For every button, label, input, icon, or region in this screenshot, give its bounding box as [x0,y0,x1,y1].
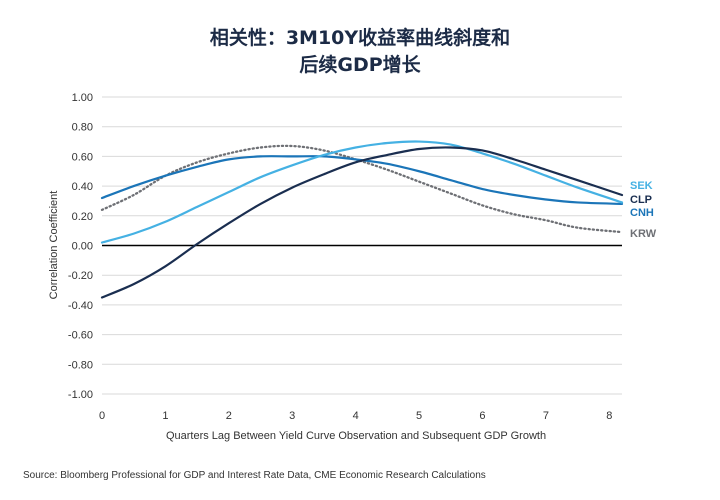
y-tick-label-0: 1.00 [72,92,93,104]
series-line-cnh [100,155,624,206]
y-tick-label-1: 0.80 [72,122,93,134]
y-tick-labels: 1.00 0.80 0.60 0.40 0.20 0.00 -0.20 -0.40 -0.60 -… [68,92,93,401]
x-axis-title: Quarters Lag Between Yield Curve Observa… [166,430,546,442]
x-tick-label-4: 4 [353,410,359,422]
grid [102,96,622,395]
series-lines [100,140,624,299]
chart-title-line-1: 相关性：3M10Y收益率曲线斜度和 [210,26,510,49]
x-tick-label-6: 6 [479,410,485,422]
chart-title-line-2: 后续GDP增长 [299,53,421,76]
series-label-clp: CLP [630,194,652,206]
x-tick-labels: 0 1 2 3 4 5 6 7 8 [99,410,612,422]
series-label-sek: SEK [630,180,653,192]
y-tick-label-9: -0.80 [68,359,93,371]
y-tick-label-8: -0.60 [68,330,93,342]
y-tick-label-4: 0.20 [72,211,93,223]
y-tick-label-3: 0.40 [72,181,93,193]
series-line-clp [100,146,624,299]
y-tick-label-10: -1.00 [68,389,93,401]
x-tick-label-0: 0 [99,410,105,422]
x-tick-label-3: 3 [289,410,295,422]
y-tick-label-2: 0.60 [72,151,93,163]
x-tick-label-5: 5 [416,410,422,422]
series-line-sek [100,140,624,244]
x-tick-label-2: 2 [226,410,232,422]
y-axis-title: Correlation Coefficient [48,191,60,300]
y-tick-label-6: -0.20 [68,270,93,282]
source-note: Source: Bloomberg Professional for GDP a… [23,470,486,481]
x-tick-label-1: 1 [162,410,168,422]
x-tick-label-7: 7 [543,410,549,422]
series-label-krw: KRW [630,228,657,240]
y-tick-label-5: 0.00 [72,241,93,253]
y-tick-label-7: -0.40 [68,300,93,312]
series-line-krw [100,144,624,234]
series-label-cnh: CNH [630,207,654,219]
x-tick-label-8: 8 [606,410,612,422]
